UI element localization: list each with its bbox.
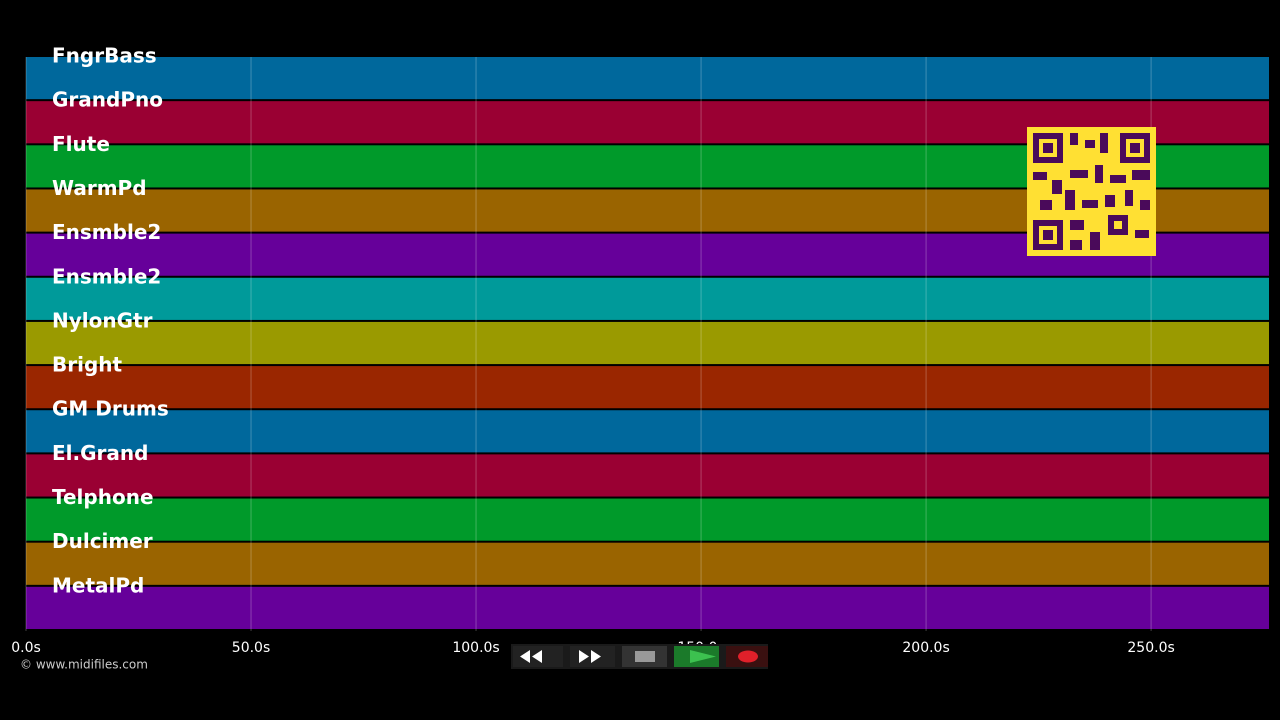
track-label: Ensmble2	[52, 264, 161, 288]
x-tick-label: 0.0s	[11, 640, 41, 656]
forward-button[interactable]	[570, 646, 615, 667]
track-lane	[26, 498, 1269, 541]
track-label: Flute	[52, 132, 110, 156]
track-lane	[26, 277, 1269, 320]
track-label: Bright	[52, 353, 123, 377]
play-button[interactable]	[674, 646, 719, 667]
track-label: MetalPd	[52, 573, 144, 597]
track-label: Telphone	[52, 485, 154, 509]
x-tick-label: 50.0s	[232, 640, 270, 656]
track-lane	[26, 321, 1269, 365]
track-lane	[26, 410, 1269, 453]
stop-button[interactable]	[622, 646, 667, 667]
track-label: FngrBass	[52, 44, 157, 68]
track-lane	[26, 542, 1269, 585]
track-label: NylonGtr	[52, 308, 153, 332]
x-tick-label: 100.0s	[452, 640, 499, 656]
track-label: GrandPno	[52, 88, 163, 112]
track-lane	[26, 57, 1269, 100]
rewind-button[interactable]	[513, 646, 563, 667]
track-label: Dulcimer	[52, 529, 153, 553]
track-lane	[26, 454, 1269, 497]
record-button[interactable]	[726, 646, 768, 667]
track-label: El.Grand	[52, 441, 148, 465]
qr-code	[1027, 127, 1156, 256]
footer-credit: © www.midifiles.com	[20, 658, 148, 672]
transport-controls	[511, 644, 768, 669]
track-label: GM Drums	[52, 397, 169, 421]
track-lane	[26, 366, 1269, 409]
x-tick-label: 250.0s	[1127, 640, 1174, 656]
track-label: WarmPd	[52, 176, 147, 200]
track-lane	[26, 586, 1269, 629]
x-tick-label: 200.0s	[902, 640, 949, 656]
track-label: Ensmble2	[52, 220, 161, 244]
